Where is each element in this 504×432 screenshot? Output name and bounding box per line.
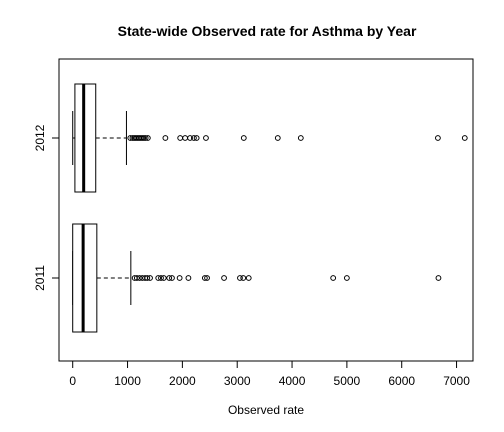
x-tick-label: 1000 — [114, 374, 141, 388]
outlier-point — [127, 135, 134, 141]
outlier-point — [176, 275, 183, 281]
outlier-point — [297, 135, 304, 141]
outlier-point — [177, 135, 184, 141]
outlier-point — [155, 275, 162, 281]
outlier-point — [204, 275, 210, 281]
box-series — [72, 83, 468, 333]
outlier-point — [237, 275, 243, 281]
plot-frame — [58, 58, 474, 362]
outlier-point — [139, 135, 146, 141]
outlier-point — [169, 275, 175, 281]
outlier-point — [461, 135, 468, 141]
x-tick-label: 6000 — [388, 374, 415, 388]
box-iqr — [74, 83, 97, 193]
outlier-point — [141, 135, 147, 141]
outlier-point — [144, 275, 151, 281]
outlier-point — [221, 275, 227, 281]
outlier-point — [435, 135, 441, 141]
outlier-point — [203, 135, 209, 141]
outlier-point — [144, 135, 151, 141]
outlier-point — [274, 135, 281, 141]
outlier-point — [136, 275, 143, 281]
y-tick-label: 2011 — [33, 265, 47, 291]
outlier-point — [185, 275, 192, 281]
outlier-point — [133, 275, 140, 281]
outlier-point — [187, 135, 193, 141]
x-tick-label: 4000 — [279, 374, 306, 388]
outlier-point — [166, 275, 173, 281]
x-tick-label: 0 — [69, 374, 76, 388]
outlier-point — [245, 275, 252, 281]
outlier-point — [193, 135, 200, 141]
outlier-point — [158, 275, 164, 281]
box-group-2012 — [72, 83, 468, 193]
box-iqr — [72, 223, 98, 333]
outlier-point — [330, 275, 337, 281]
chart-title: State-wide Observed rate for Asthma by Y… — [118, 23, 417, 39]
outlier-point — [190, 135, 197, 141]
x-tick-label: 3000 — [224, 374, 251, 388]
outlier-point — [240, 135, 247, 141]
outlier-point — [160, 275, 167, 281]
outlier-point — [142, 135, 149, 141]
outlier-point — [162, 135, 169, 141]
y-tick-label: 2012 — [33, 124, 47, 151]
outlier-point — [343, 275, 350, 281]
x-tick-label: 2000 — [169, 374, 196, 388]
x-axis-label: Observed rate — [228, 403, 304, 417]
x-tick-label: 7000 — [443, 374, 470, 388]
x-axis: 0 1000 2000 3000 4000 5000 6000 7000 — [69, 360, 470, 388]
x-tick-label: 5000 — [334, 374, 361, 388]
outlier-point — [201, 275, 208, 281]
outlier-point — [435, 275, 442, 281]
box-group-2011 — [72, 223, 442, 333]
outlier-point — [147, 275, 153, 281]
outlier-point — [182, 135, 189, 141]
outlier-point — [240, 275, 247, 281]
y-axis: 2011 2012 — [33, 124, 59, 291]
